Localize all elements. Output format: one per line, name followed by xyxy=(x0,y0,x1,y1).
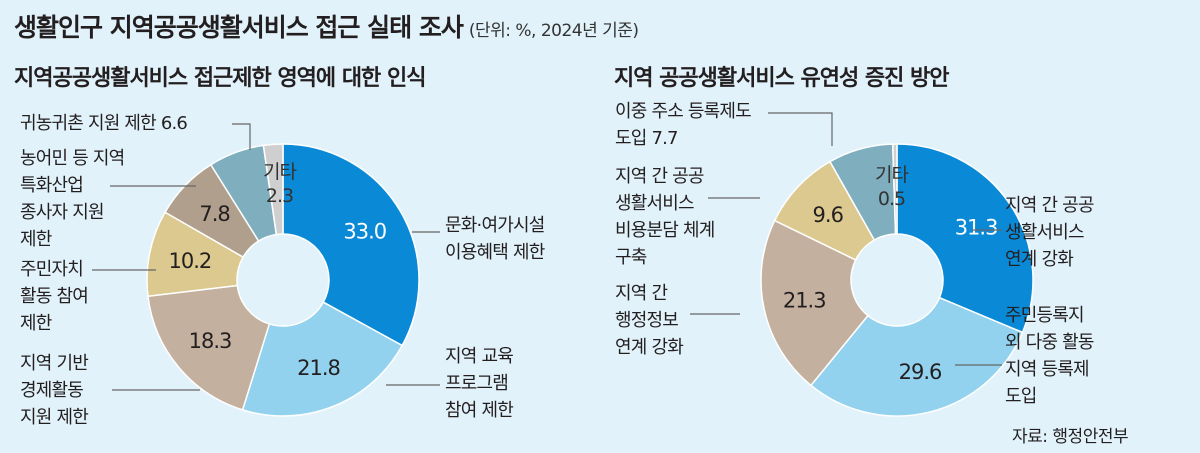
donut-slice xyxy=(896,143,1034,334)
left-chart-title: 지역공공생활서비스 접근제한 영역에 대한 인식 xyxy=(14,66,426,91)
label-line: 생활서비스 xyxy=(615,193,695,214)
label-line: 제한 xyxy=(20,229,52,250)
slice-value-label: 31.3 xyxy=(955,215,998,239)
leader-line xyxy=(768,112,833,146)
label-line: 주민자치 xyxy=(20,259,84,280)
slice-value-label: 18.3 xyxy=(189,329,232,353)
label-line: 지원 제한 xyxy=(20,407,89,428)
label-line: 농어민 등 지역 xyxy=(20,148,125,169)
label-line: 제한 xyxy=(20,313,52,334)
slice-value-label: 29.6 xyxy=(899,360,942,384)
donut-slice xyxy=(241,301,404,417)
label-line: 생활서비스 xyxy=(1005,222,1085,243)
label-line: 지역 간 공공 xyxy=(1005,195,1094,216)
label-line: 연계 강화 xyxy=(1005,249,1074,270)
label-line: 기타 xyxy=(263,161,297,183)
label-line: 지역 기반 xyxy=(20,353,89,374)
label-line: 활동 참여 xyxy=(20,286,89,307)
unit-note: (단위: %, 2024년 기준) xyxy=(468,21,639,41)
slice-value-label: 33.0 xyxy=(343,220,386,244)
chart-title: 생활인구 지역공공생활서비스 접근 실태 조사 (단위: %, 2024년 기준) xyxy=(14,8,639,44)
label-line: 도입 7.7 xyxy=(615,128,678,149)
label-line: 지역 등록제 xyxy=(1005,359,1090,380)
etc-label: 기타 2.3 xyxy=(263,160,297,208)
label-line: 경제활동 xyxy=(20,380,84,401)
donut-slice xyxy=(147,284,271,411)
label-line: 구축 xyxy=(615,247,647,268)
slice-value-label: 10.2 xyxy=(169,249,212,273)
leader-line xyxy=(232,123,251,150)
label-line: 도입 xyxy=(1005,386,1037,407)
source-note: 자료: 행정안전부 xyxy=(1012,427,1129,447)
label-line: 연계 강화 xyxy=(615,337,684,358)
slice-value-label: 7.8 xyxy=(199,202,229,226)
label-line: 행정정보 xyxy=(615,310,679,331)
donut-slice xyxy=(262,143,284,236)
label-line: 주민등록지 xyxy=(1005,305,1085,326)
label-line: 귀농귀촌 지원 제한 6.6 xyxy=(20,113,188,134)
label-line: 종사자 지원 xyxy=(20,202,105,223)
title-text: 생활인구 지역공공생활서비스 접근 실태 조사 xyxy=(14,13,464,42)
donut-slice xyxy=(891,143,898,235)
label-line: 특화산업 xyxy=(20,175,84,196)
label-line: 0.5 xyxy=(877,188,906,210)
slice-value-label: 9.6 xyxy=(813,203,844,227)
label-line: 2.3 xyxy=(265,185,294,207)
label-line: 프로그램 xyxy=(445,373,509,394)
label-line: 지역 간 공공 xyxy=(615,166,704,187)
right-chart-title: 지역 공공생활서비스 유연성 증진 방안 xyxy=(614,66,949,91)
donut-slice xyxy=(809,296,1024,417)
label-line: 지역 간 xyxy=(615,283,668,304)
label-line: 지역 교육 xyxy=(445,346,514,367)
slice-value-label: 21.3 xyxy=(783,288,826,312)
slice-value-label: 21.8 xyxy=(297,356,340,380)
label-line: 이중 주소 등록제도 xyxy=(615,101,752,122)
label-line: 문화·여가시설 xyxy=(445,215,545,236)
donut-slice xyxy=(760,219,869,387)
etc-label: 기타 0.5 xyxy=(875,163,909,211)
legend-label: 귀농귀촌 지원 제한 6.6 xyxy=(20,110,188,137)
label-line: 외 다중 활동 xyxy=(1005,332,1094,353)
label-line: 비용분담 체계 xyxy=(615,220,715,241)
donut-0: 33.0 21.8 18.3 10.2 7.8 xyxy=(146,143,420,417)
donut-1: 31.3 29.6 21.3 9.6 xyxy=(760,143,1034,417)
label-line: 참여 제한 xyxy=(445,400,514,421)
donut-slice xyxy=(282,143,420,347)
label-line: 이용혜택 제한 xyxy=(445,242,545,263)
label-line: 기타 xyxy=(875,164,909,186)
